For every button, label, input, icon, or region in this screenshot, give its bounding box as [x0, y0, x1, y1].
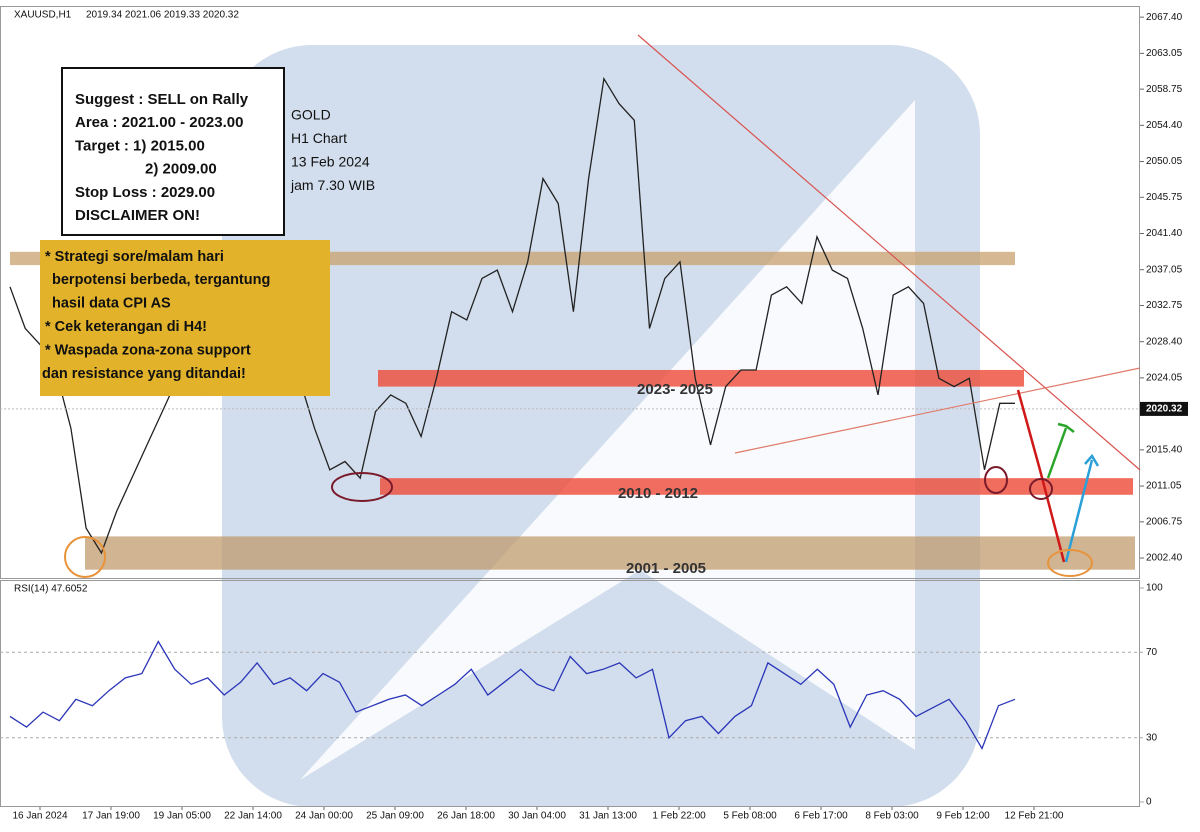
series-line [9, 640, 1016, 750]
rsi-title: RSI(14) 47.6052 [14, 584, 88, 595]
circle-mark [331, 472, 393, 502]
y-tick-label: 2045.75 [1146, 192, 1183, 203]
suggest-line: 2) 2009.00 [145, 161, 217, 178]
x-tick-label: 25 Jan 09:00 [366, 811, 424, 822]
x-tick-label: 5 Feb 08:00 [723, 811, 777, 822]
arrow-head [1084, 453, 1100, 467]
x-tick-label: 8 Feb 03:00 [865, 811, 919, 822]
strategy-line: * Strategi sore/malam hari [45, 249, 224, 265]
suggest-line: Target : 1) 2015.00 [75, 137, 205, 154]
x-tick-label: 12 Feb 21:00 [1005, 811, 1064, 822]
suggest-line: DISCLAIMER ON! [75, 207, 200, 224]
circle-mark [984, 466, 1008, 494]
circle-mark [1047, 549, 1093, 577]
watermark [222, 45, 980, 807]
chart-info: jam 7.30 WIB [290, 177, 375, 193]
arrow-head [1057, 422, 1075, 433]
strategy-line: * Cek keterangan di H4! [45, 319, 207, 335]
ohlc: 2019.34 2021.06 2019.33 2020.32 [86, 10, 239, 21]
chart-info: H1 Chart [291, 130, 347, 146]
suggest-box [61, 67, 285, 236]
suggest-line: Stop Loss : 2029.00 [75, 184, 215, 201]
trendline [637, 34, 1141, 471]
rsi-tick-label: 0 [1146, 797, 1152, 808]
circle-mark [1029, 478, 1053, 500]
watermark-cut [300, 100, 915, 780]
zone [85, 536, 1135, 570]
x-tick-label: 16 Jan 2024 [12, 811, 67, 822]
y-tick-label: 2032.75 [1146, 300, 1183, 311]
suggest-line: Suggest : SELL on Rally [75, 91, 249, 108]
x-tick-label: 22 Jan 14:00 [224, 811, 282, 822]
x-tick-label: 26 Jan 18:00 [437, 811, 495, 822]
x-tick-label: 1 Feb 22:00 [652, 811, 706, 822]
x-tick-label: 30 Jan 04:00 [508, 811, 566, 822]
strategy-line: berpotensi berbeda, tergantung [52, 272, 270, 288]
rsi-tick-label: 30 [1146, 732, 1158, 743]
zone-label: 2023- 2025 [637, 381, 713, 398]
x-tick-label: 9 Feb 12:00 [936, 811, 990, 822]
y-tick-label: 2054.40 [1146, 120, 1183, 131]
y-tick-label: 2015.40 [1146, 444, 1183, 455]
y-tick-label: 2002.40 [1146, 553, 1183, 564]
y-tick-label: 2041.40 [1146, 228, 1183, 239]
x-tick-label: 6 Feb 17:00 [794, 811, 848, 822]
y-tick-label: 2006.75 [1146, 516, 1183, 527]
y-tick-label: 2050.05 [1146, 156, 1183, 167]
strategy-line: * Waspada zona-zona support [45, 342, 251, 358]
chart-info: GOLD [291, 107, 331, 123]
rsi-panel [0, 580, 1140, 807]
y-tick-label: 2028.40 [1146, 336, 1183, 347]
price-panel [0, 6, 1140, 579]
strategy-line: hasil data CPI AS [52, 296, 171, 312]
zone [378, 369, 1024, 387]
strategy-box [40, 240, 330, 396]
arrow [1064, 459, 1094, 563]
trendline [734, 367, 1141, 454]
circle-mark [64, 536, 106, 578]
zone [380, 478, 1133, 495]
rsi-tick-label: 70 [1146, 647, 1158, 658]
y-tick-label: 2024.05 [1146, 373, 1183, 384]
y-tick-label: 2011.05 [1146, 481, 1182, 492]
zone-label: 2010 - 2012 [618, 485, 698, 502]
x-tick-label: 19 Jan 05:00 [153, 811, 211, 822]
rsi-tick-label: 100 [1146, 583, 1163, 594]
x-tick-label: 17 Jan 19:00 [82, 811, 140, 822]
chart-info: 13 Feb 2024 [291, 154, 370, 170]
y-tick-label: 2058.75 [1146, 84, 1183, 95]
y-tick-label: 2067.40 [1146, 12, 1183, 23]
zone-label: 2001 - 2005 [626, 560, 706, 577]
arrow [1016, 389, 1066, 563]
x-tick-label: 31 Jan 13:00 [579, 811, 637, 822]
drawings [64, 34, 1141, 578]
symbol: XAUUSD,H1 [14, 10, 72, 21]
x-tick-label: 24 Jan 00:00 [295, 811, 353, 822]
y-tick-label: 2037.05 [1146, 264, 1183, 275]
strategy-line: dan resistance yang ditandai! [42, 366, 246, 382]
current-price: 2020.32 [1146, 404, 1183, 415]
arrow [1046, 427, 1068, 479]
y-tick-label: 2063.05 [1146, 48, 1183, 59]
current-price-tag [1140, 401, 1188, 416]
suggest-line: Area : 2021.00 - 2023.00 [75, 114, 243, 131]
